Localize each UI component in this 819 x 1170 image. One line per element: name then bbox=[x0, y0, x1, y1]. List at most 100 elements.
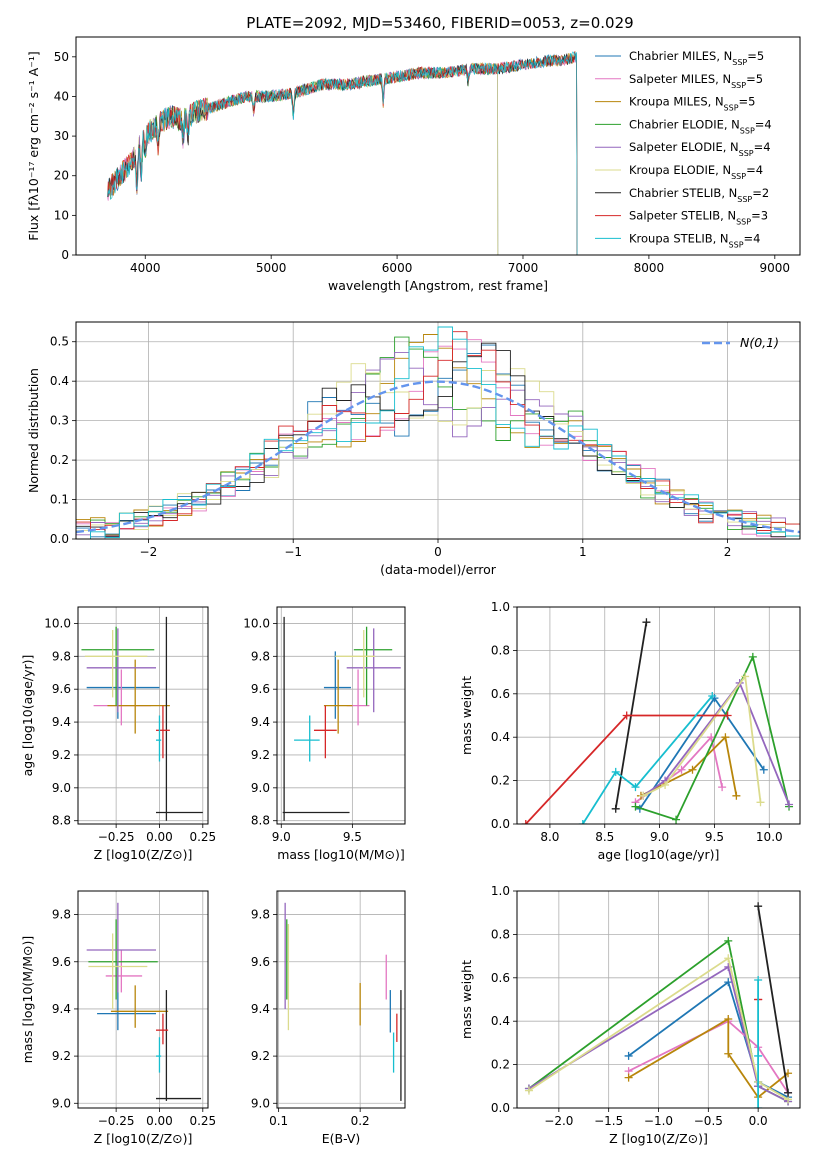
spectrum-xtick-label: 6000 bbox=[382, 261, 413, 275]
weight_vs_age-point-marker bbox=[785, 800, 794, 809]
age_vs_z-ytick-label: 10.0 bbox=[44, 616, 71, 630]
weight_vs_age-ytick-label: 1.0 bbox=[491, 600, 510, 614]
spectrum-legend-label: Chabrier ELODIE, NSSP=4 bbox=[629, 117, 772, 135]
weight_vs_age-point-marker bbox=[707, 733, 716, 742]
weight_vs_z-ytick-label: 0.6 bbox=[491, 971, 510, 985]
weight_vs_age-xtick-label: 8.0 bbox=[540, 830, 559, 844]
residuals-ytick-label: 0.5 bbox=[50, 335, 69, 349]
weight_vs_age-point-marker bbox=[721, 733, 730, 742]
spectrum-ytick-label: 30 bbox=[54, 129, 69, 143]
figure-title: PLATE=2092, MJD=53460, FIBERID=0053, z=0… bbox=[246, 14, 633, 32]
age_vs_z-ytick-label: 9.0 bbox=[52, 781, 71, 795]
weight_vs_age-point-marker bbox=[631, 783, 640, 792]
age_vs_mass-xtick-label: 9.0 bbox=[272, 830, 291, 844]
residuals-xlabel: (data-model)/error bbox=[380, 562, 497, 577]
mass_vs_ebv-xtick-label: 0.1 bbox=[269, 1114, 288, 1128]
weight_vs_age-point-marker bbox=[611, 804, 620, 813]
residuals-panel: −2 −1 0 1 2 0.0 0.1 0.2 0.3 0.4 0.5 (data-model)/er… bbox=[26, 321, 801, 577]
spectrum-xlabel: wavelength [Angstrom, rest frame] bbox=[328, 278, 548, 293]
mass_vs_z-xlabel: Z [log10(Z/Z⊙)] bbox=[94, 1131, 193, 1146]
residuals-ytick-label: 0.3 bbox=[50, 414, 69, 428]
weight_vs_z-xtick-label: −1.5 bbox=[594, 1114, 623, 1128]
residuals-frame bbox=[75, 321, 801, 540]
spectrum-legend-label: Chabrier STELIB, NSSP=2 bbox=[629, 186, 769, 204]
residuals-ytick-label: 0.0 bbox=[50, 532, 69, 546]
weight_vs_age-point-marker bbox=[677, 765, 686, 774]
weight_vs_age-point-marker bbox=[578, 820, 587, 824]
residuals-plot-area bbox=[76, 326, 800, 539]
age_vs_z-ytick-label: 9.2 bbox=[52, 748, 71, 762]
chart-layer: 4000 5000 6000 7000 8000 900001020304050wavel… bbox=[20, 36, 801, 1146]
spectrum-legend-label: Salpeter STELIB, NSSP=3 bbox=[629, 209, 768, 227]
spectrum-ytick-label: 50 bbox=[54, 50, 69, 64]
weight_vs_age-point-marker bbox=[622, 711, 631, 720]
weight_vs_z-xtick-label: −2.0 bbox=[544, 1114, 573, 1128]
weight_vs_age-point-marker bbox=[672, 815, 681, 824]
weight_vs_z-point-marker bbox=[624, 1073, 633, 1082]
weight_vs_z-point-marker bbox=[724, 1049, 733, 1058]
mass_vs_z-ytick-label: 9.8 bbox=[52, 908, 71, 922]
age_vs_mass-ytick-label: 9.8 bbox=[251, 649, 270, 663]
age_vs_z-ytick-label: 9.4 bbox=[52, 715, 71, 729]
weight_vs_age-series-line bbox=[642, 674, 762, 803]
residuals-ytick-label: 0.2 bbox=[50, 453, 69, 467]
weight_vs_z-ytick-label: 0.2 bbox=[491, 1058, 510, 1072]
spectrum-legend-label: Kroupa MILES, NSSP=5 bbox=[629, 95, 755, 113]
spectrum-plot-area bbox=[107, 50, 578, 255]
weight_vs_age-series-line bbox=[582, 695, 713, 824]
residuals-xtick-label: 2 bbox=[724, 545, 732, 559]
age_vs_z-frame bbox=[77, 606, 209, 825]
mass_vs_ebv-xlabel: E(B-V) bbox=[322, 1131, 361, 1146]
weight_vs_z-ytick-label: 0.4 bbox=[491, 1014, 510, 1028]
weight_vs_z-xlabel: Z [log10(Z/Z⊙)] bbox=[609, 1131, 708, 1146]
weight_vs_z-ytick-label: 0.8 bbox=[491, 927, 510, 941]
spectrum-legend-label: Kroupa STELIB, NSSP=4 bbox=[629, 231, 760, 249]
weight_vs_z-point-marker bbox=[524, 1086, 533, 1095]
spectrum-ytick-label: 20 bbox=[54, 169, 69, 183]
mass_vs_ebv-frame bbox=[276, 890, 406, 1109]
residuals-legend-label: N(0,1) bbox=[740, 335, 779, 350]
spectrum-legend-label: Salpeter MILES, NSSP=5 bbox=[629, 72, 763, 90]
weight_vs_age-point-marker bbox=[741, 672, 750, 681]
spectrum-panel: 4000 5000 6000 7000 8000 9000 0 10 20 30 40 50 wavel… bbox=[26, 36, 801, 293]
weight_vs_age-point-marker bbox=[521, 820, 530, 824]
weight_vs_age-xtick-label: 10.0 bbox=[756, 830, 783, 844]
residual-histogram bbox=[76, 326, 800, 539]
age_vs_z-xtick-label: 0.25 bbox=[189, 830, 216, 844]
mass_vs_z-ytick-label: 9.2 bbox=[52, 1049, 71, 1063]
residuals-xtick-label: −1 bbox=[284, 545, 302, 559]
weight_vs_z-series-line bbox=[757, 906, 789, 1093]
weight_vs_z-point-marker bbox=[624, 1051, 633, 1060]
weight_vs_age-point-marker bbox=[611, 767, 620, 776]
weight_vs_age-plot-area bbox=[521, 618, 794, 824]
age_vs_z-xlabel: Z [log10(Z/Z⊙)] bbox=[94, 847, 193, 862]
weight_vs_age-xtick-label: 9.5 bbox=[705, 830, 724, 844]
weight_vs_z-plot-area bbox=[524, 902, 793, 1108]
mass_vs_z-panel: −0.25 0.00 0.25 9.0 9.2 9.4 9.6 9.8 Z [log10(Z/Z… bbox=[20, 890, 216, 1146]
mass_vs_z-ytick-label: 9.0 bbox=[52, 1096, 71, 1110]
age_vs_z-ytick-label: 9.6 bbox=[52, 682, 71, 696]
spectrum-legend-label: Salpeter ELODIE, NSSP=4 bbox=[629, 140, 771, 158]
weight_vs_z-point-marker bbox=[724, 1015, 733, 1024]
spectrum-xtick-label: 7000 bbox=[508, 261, 539, 275]
weight_vs_age-point-marker bbox=[759, 765, 768, 774]
weight_vs_z-point-marker bbox=[754, 975, 763, 984]
age_vs_z-plot-area bbox=[81, 616, 203, 821]
spectrum-ytick-label: 0 bbox=[61, 248, 69, 262]
spectrum-series-line bbox=[132, 62, 499, 255]
weight_vs_z-panel: −2.0 −1.5 −1.0 −0.5 0.0 0.0 0.2 0.4 0.6 0.8 1.0 Z [… bbox=[459, 884, 801, 1146]
age_vs_mass-xlabel: mass [log10(M/M⊙)] bbox=[277, 847, 405, 862]
residual-histogram bbox=[76, 331, 800, 538]
weight_vs_age-point-marker bbox=[723, 711, 732, 720]
mass_vs_ebv-ytick-label: 9.4 bbox=[251, 1002, 270, 1016]
age_vs_mass-frame bbox=[276, 606, 406, 825]
weight_vs_age-series-line bbox=[635, 654, 790, 821]
weight_vs_z-point-marker bbox=[754, 1051, 763, 1060]
residuals-xtick-label: 1 bbox=[579, 545, 587, 559]
spectrum-xtick-label: 5000 bbox=[256, 261, 287, 275]
weight_vs_z-ytick-label: 0.0 bbox=[491, 1101, 510, 1115]
weight_vs_z-series-line bbox=[528, 965, 789, 1103]
weight_vs_age-point-marker bbox=[642, 618, 651, 627]
spectrum-xtick-label: 8000 bbox=[634, 261, 665, 275]
